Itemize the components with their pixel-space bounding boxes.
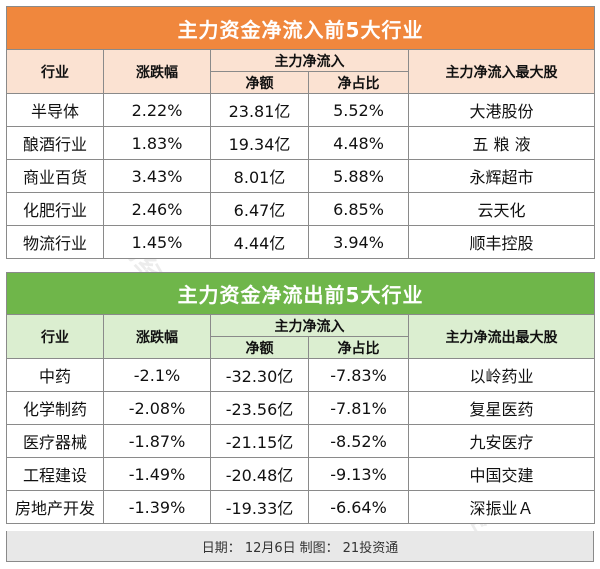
amount-cell: -19.33亿 (210, 490, 309, 524)
header-net-amount: 净额 (210, 71, 309, 94)
industry-cell: 化学制药 (6, 391, 104, 425)
ratio-cell: -8.52% (308, 424, 409, 458)
ratio-cell: -6.64% (308, 490, 409, 524)
change-cell: 1.83% (103, 126, 211, 160)
ratio-cell: 3.94% (308, 225, 409, 259)
stock-cell: 五 粮 液 (407, 126, 596, 160)
outflow-table: 主力资金净流出前5大行业 行业 涨跌幅 主力净流入 主力净流出最大股 净额 净占… (5, 272, 596, 524)
amount-cell: 8.01亿 (210, 159, 309, 193)
ratio-cell: -9.13% (308, 457, 409, 491)
amount-cell: -23.56亿 (210, 391, 309, 425)
stock-cell: 云天化 (407, 192, 596, 226)
header-net-ratio: 净占比 (308, 71, 409, 94)
header-net-group: 主力净流入 (210, 49, 409, 72)
industry-cell: 商业百货 (6, 159, 104, 193)
table-row: 中药 -2.1% -32.30亿 -7.83% 以岭药业 (6, 358, 596, 392)
amount-cell: 19.34亿 (210, 126, 309, 160)
header-change: 涨跌幅 (103, 49, 211, 94)
industry-cell: 中药 (6, 358, 104, 392)
header-change: 涨跌幅 (103, 314, 211, 359)
maker-label: 制图： (299, 540, 339, 556)
footer-credit: 日期： 12月6日 制图： 21投资通 (6, 531, 594, 562)
stock-cell: 中国交建 (407, 457, 596, 491)
ratio-cell: 6.85% (308, 192, 409, 226)
change-cell: -1.87% (103, 424, 211, 458)
header-industry: 行业 (6, 49, 104, 94)
table-row: 商业百货 3.43% 8.01亿 5.88% 永辉超市 (6, 159, 596, 193)
table-row: 化学制药 -2.08% -23.56亿 -7.81% 复星医药 (6, 391, 596, 425)
header-net-amount: 净额 (210, 336, 309, 359)
amount-cell: -21.15亿 (210, 424, 309, 458)
stock-cell: 九安医疗 (407, 424, 596, 458)
header-net-group: 主力净流入 (210, 314, 409, 337)
date-label: 日期： (201, 540, 241, 556)
stock-cell: 复星医药 (407, 391, 596, 425)
change-cell: 3.43% (103, 159, 211, 193)
ratio-cell: -7.81% (308, 391, 409, 425)
stock-cell: 以岭药业 (407, 358, 596, 392)
industry-cell: 房地产开发 (6, 490, 104, 524)
industry-cell: 酿酒行业 (6, 126, 104, 160)
header-top-stock: 主力净流入最大股 (407, 49, 596, 94)
ratio-cell: -7.83% (308, 358, 409, 392)
ratio-cell: 5.88% (308, 159, 409, 193)
industry-cell: 工程建设 (6, 457, 104, 491)
change-cell: 2.46% (103, 192, 211, 226)
table-row: 医疗器械 -1.87% -21.15亿 -8.52% 九安医疗 (6, 424, 596, 458)
change-cell: 1.45% (103, 225, 211, 259)
table-row: 房地产开发 -1.39% -19.33亿 -6.64% 深振业Ａ (6, 490, 596, 524)
table-row: 工程建设 -1.49% -20.48亿 -9.13% 中国交建 (6, 457, 596, 491)
header-net-ratio: 净占比 (308, 336, 409, 359)
table-row: 物流行业 1.45% 4.44亿 3.94% 顺丰控股 (6, 225, 596, 259)
industry-cell: 医疗器械 (6, 424, 104, 458)
stock-cell: 深振业Ａ (407, 490, 596, 524)
outflow-title: 主力资金净流出前5大行业 (5, 272, 596, 315)
maker-value: 21投资通 (342, 540, 399, 556)
inflow-table: 主力资金净流入前5大行业 行业 涨跌幅 主力净流入 主力净流入最大股 净额 净占… (5, 6, 596, 259)
industry-cell: 化肥行业 (6, 192, 104, 226)
amount-cell: 6.47亿 (210, 192, 309, 226)
industry-cell: 物流行业 (6, 225, 104, 259)
industry-cell: 半导体 (6, 93, 104, 127)
stock-cell: 大港股份 (407, 93, 596, 127)
amount-cell: 4.44亿 (210, 225, 309, 259)
table-row: 半导体 2.22% 23.81亿 5.52% 大港股份 (6, 93, 596, 127)
amount-cell: 23.81亿 (210, 93, 309, 127)
date-value: 12月6日 (244, 540, 296, 556)
stock-cell: 永辉超市 (407, 159, 596, 193)
header-top-stock: 主力净流出最大股 (407, 314, 596, 359)
change-cell: 2.22% (103, 93, 211, 127)
change-cell: -2.08% (103, 391, 211, 425)
amount-cell: -20.48亿 (210, 457, 309, 491)
change-cell: -2.1% (103, 358, 211, 392)
amount-cell: -32.30亿 (210, 358, 309, 392)
table-row: 化肥行业 2.46% 6.47亿 6.85% 云天化 (6, 192, 596, 226)
change-cell: -1.49% (103, 457, 211, 491)
table-row: 酿酒行业 1.83% 19.34亿 4.48% 五 粮 液 (6, 126, 596, 160)
ratio-cell: 4.48% (308, 126, 409, 160)
stock-cell: 顺丰控股 (407, 225, 596, 259)
ratio-cell: 5.52% (308, 93, 409, 127)
header-industry: 行业 (6, 314, 104, 359)
change-cell: -1.39% (103, 490, 211, 524)
inflow-title: 主力资金净流入前5大行业 (5, 6, 596, 50)
